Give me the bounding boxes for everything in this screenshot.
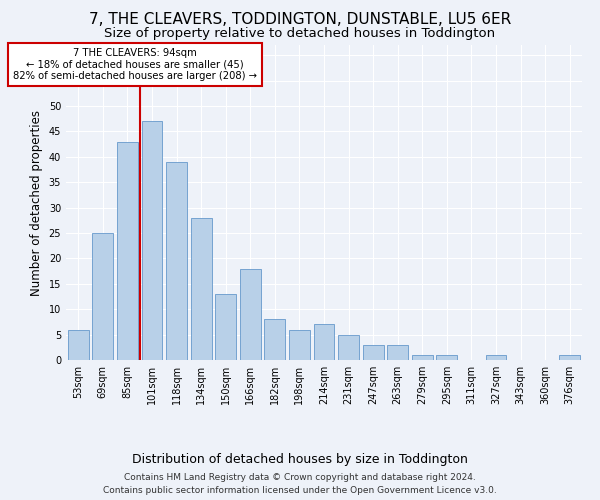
Bar bbox=[240, 268, 261, 360]
Bar bbox=[215, 294, 236, 360]
Bar bbox=[559, 355, 580, 360]
Bar bbox=[412, 355, 433, 360]
Bar bbox=[289, 330, 310, 360]
Bar bbox=[117, 142, 138, 360]
Bar bbox=[387, 345, 408, 360]
Bar bbox=[68, 330, 89, 360]
Bar bbox=[314, 324, 334, 360]
Y-axis label: Number of detached properties: Number of detached properties bbox=[30, 110, 43, 296]
Text: 7 THE CLEAVERS: 94sqm
← 18% of detached houses are smaller (45)
82% of semi-deta: 7 THE CLEAVERS: 94sqm ← 18% of detached … bbox=[13, 48, 257, 80]
Text: Distribution of detached houses by size in Toddington: Distribution of detached houses by size … bbox=[132, 452, 468, 466]
Text: Contains HM Land Registry data © Crown copyright and database right 2024.
Contai: Contains HM Land Registry data © Crown c… bbox=[103, 474, 497, 495]
Bar bbox=[191, 218, 212, 360]
Bar bbox=[166, 162, 187, 360]
Text: 7, THE CLEAVERS, TODDINGTON, DUNSTABLE, LU5 6ER: 7, THE CLEAVERS, TODDINGTON, DUNSTABLE, … bbox=[89, 12, 511, 28]
Bar bbox=[338, 334, 359, 360]
Bar bbox=[142, 121, 163, 360]
Text: Size of property relative to detached houses in Toddington: Size of property relative to detached ho… bbox=[104, 28, 496, 40]
Bar bbox=[265, 320, 286, 360]
Bar bbox=[92, 233, 113, 360]
Bar bbox=[362, 345, 383, 360]
Bar bbox=[485, 355, 506, 360]
Bar bbox=[436, 355, 457, 360]
